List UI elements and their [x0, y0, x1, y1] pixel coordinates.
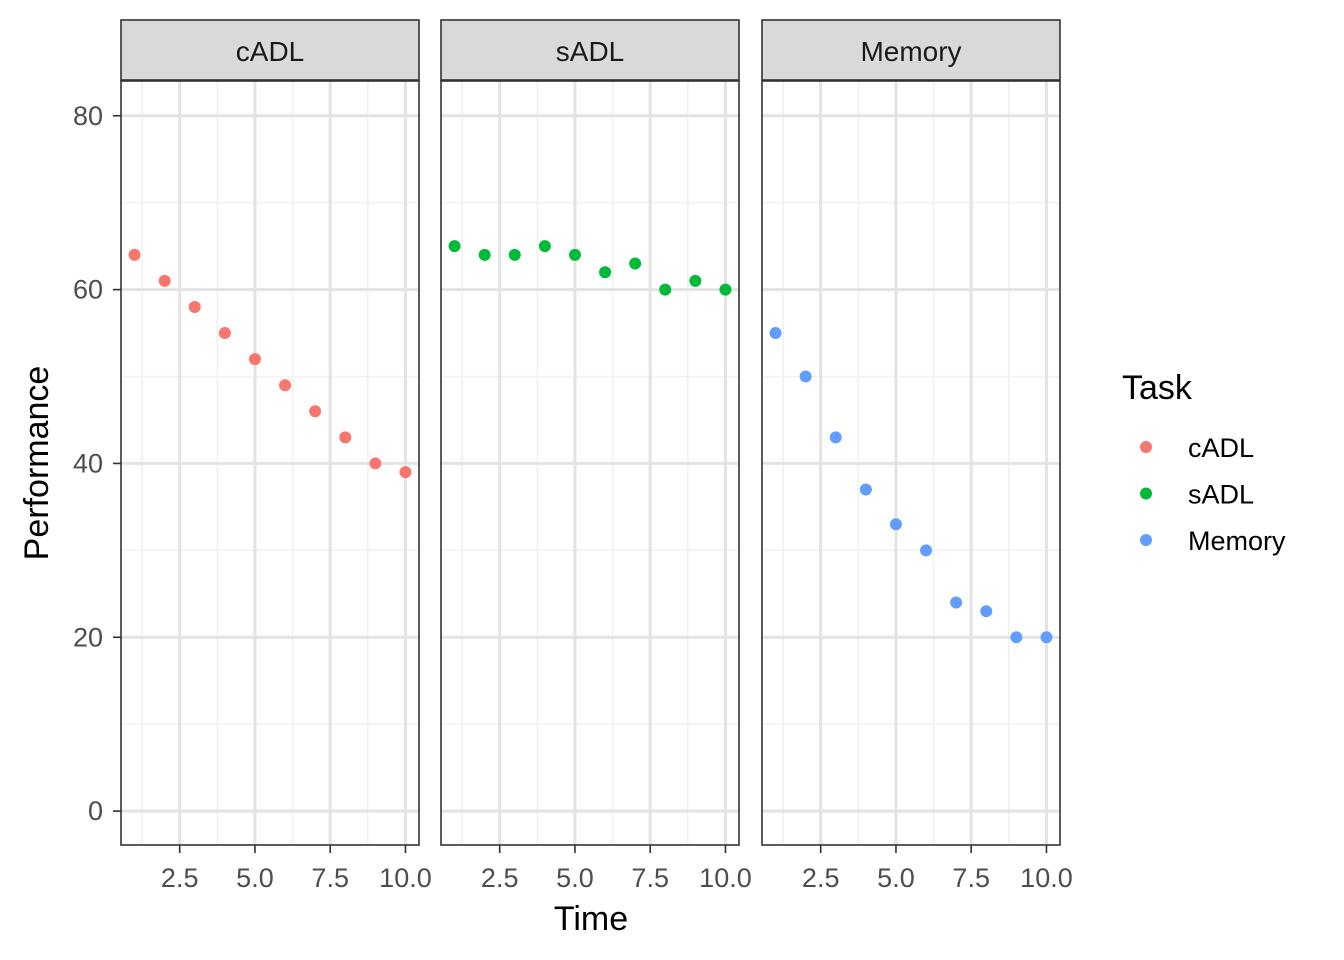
facet-strip	[761, 19, 1061, 81]
y-tick-label: 20	[73, 622, 103, 652]
data-point-sadl	[478, 248, 491, 261]
facet-panel-memory: Memory 2.5 5.0 7.5 10.0	[761, 19, 1073, 893]
data-point-memory	[920, 544, 933, 557]
data-point-memory	[889, 518, 902, 531]
data-point-cadl	[188, 300, 201, 313]
data-point-memory	[950, 596, 963, 609]
x-tick-label: 7.5	[952, 863, 990, 893]
y-tick-label: 40	[73, 448, 103, 478]
legend-item-cadl: cADL	[1140, 433, 1254, 463]
data-point-cadl	[399, 466, 412, 479]
facet-strip	[440, 19, 740, 81]
y-tick-label: 60	[73, 275, 103, 305]
data-point-cadl	[128, 248, 141, 261]
data-point-cadl	[279, 379, 292, 392]
data-point-sadl	[508, 248, 521, 261]
x-tick-label: 10.0	[1020, 863, 1073, 893]
legend: Task cADL sADL Memory	[1122, 369, 1286, 556]
data-point-sadl	[719, 283, 732, 296]
legend-title: Task	[1122, 369, 1193, 407]
panel-border	[440, 80, 740, 846]
data-point-sadl	[599, 266, 612, 279]
x-tick-label: 5.0	[236, 863, 274, 893]
data-point-cadl	[158, 274, 171, 287]
data-point-memory	[799, 370, 812, 383]
x-tick-label: 2.5	[802, 863, 840, 893]
data-point-memory	[1010, 631, 1023, 644]
x-tick-label: 2.5	[481, 863, 519, 893]
x-tick-label: 10.0	[379, 863, 432, 893]
facet-panel-cadl: cADL 2.5 5.0 7.5 10.0	[120, 19, 432, 893]
panel-border	[761, 80, 1061, 846]
x-tick-label: 7.5	[311, 863, 349, 893]
legend-key	[1140, 487, 1152, 500]
x-tick-label: 5.0	[877, 863, 915, 893]
x-tick-label: 2.5	[161, 863, 199, 893]
data-point-cadl	[339, 431, 352, 444]
data-point-memory	[859, 483, 872, 496]
legend-item-sadl: sADL	[1140, 480, 1254, 510]
data-point-sadl	[659, 283, 672, 296]
legend-label: cADL	[1188, 433, 1254, 463]
data-point-memory	[980, 605, 993, 618]
facet-strip-label: sADL	[556, 36, 624, 67]
x-tick-label: 10.0	[699, 863, 752, 893]
legend-key	[1140, 441, 1152, 453]
facet-strip-label: cADL	[236, 36, 304, 67]
facet-panel-sadl: sADL 2.5 5.0 7.5 10.0	[440, 19, 752, 893]
legend-items: cADL sADL Memory	[1140, 433, 1286, 556]
y-tick-label: 80	[73, 101, 103, 131]
data-point-cadl	[248, 353, 261, 366]
legend-key	[1140, 534, 1152, 546]
x-axis-title: Time	[554, 900, 628, 938]
x-tick-label: 7.5	[631, 863, 669, 893]
data-point-memory	[829, 431, 842, 444]
facet-strip	[120, 19, 420, 81]
data-point-cadl	[218, 327, 231, 340]
facet-strip-label: Memory	[860, 36, 961, 67]
data-point-sadl	[538, 240, 551, 253]
data-point-sadl	[568, 248, 581, 261]
legend-item-memory: Memory	[1140, 526, 1286, 556]
data-point-sadl	[629, 257, 642, 270]
y-axis-title: Performance	[18, 366, 56, 561]
legend-label: Memory	[1188, 526, 1286, 556]
data-point-cadl	[309, 405, 322, 418]
data-point-sadl	[689, 274, 702, 287]
data-point-memory	[1040, 631, 1053, 644]
data-point-memory	[769, 327, 782, 340]
legend-label: sADL	[1188, 480, 1254, 510]
y-axis: 0 20 40 60 80	[73, 101, 121, 826]
x-tick-label: 5.0	[556, 863, 594, 893]
data-point-cadl	[369, 457, 382, 470]
y-tick-label: 0	[88, 796, 103, 826]
data-point-sadl	[448, 240, 461, 253]
